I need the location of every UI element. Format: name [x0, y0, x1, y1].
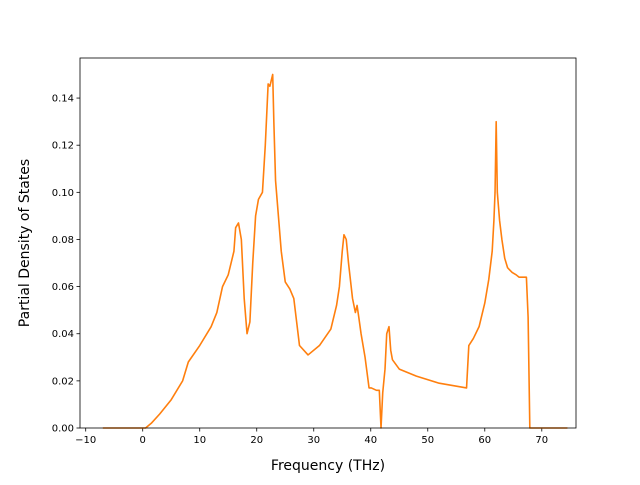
- x-tick-label: 70: [535, 435, 548, 446]
- y-tick-label: 0.06: [52, 282, 74, 293]
- x-tick-label: 10: [193, 435, 206, 446]
- x-tick-label: 0: [140, 435, 146, 446]
- x-tick-label: −10: [75, 435, 96, 446]
- y-tick-label: 0.08: [52, 235, 74, 246]
- plot-area: [80, 58, 576, 428]
- y-tick-label: 0.02: [52, 376, 74, 387]
- x-axis-label: Frequency (THz): [271, 458, 385, 474]
- axes-frame: [79, 57, 577, 429]
- y-axis-label: Partial Density of States: [17, 159, 33, 327]
- y-tick-label: 0.12: [52, 141, 74, 152]
- x-tick-label: 60: [478, 435, 491, 446]
- y-tick-label: 0.00: [52, 424, 74, 435]
- ticks-layer: −10 0 10 20 30 40 50 60 70 0.00 0.02 0.04 0.06 0.08 0.…: [52, 94, 548, 446]
- x-tick-label: 40: [364, 435, 377, 446]
- y-tick-label: 0.14: [52, 94, 74, 105]
- series-layer: [102, 73, 568, 429]
- y-tick-label: 0.04: [52, 329, 74, 340]
- x-tick-label: 20: [250, 435, 263, 446]
- x-tick-label: 30: [307, 435, 320, 446]
- series-line: [102, 73, 568, 429]
- y-tick-label: 0.10: [52, 188, 74, 199]
- x-tick-label: 50: [421, 435, 434, 446]
